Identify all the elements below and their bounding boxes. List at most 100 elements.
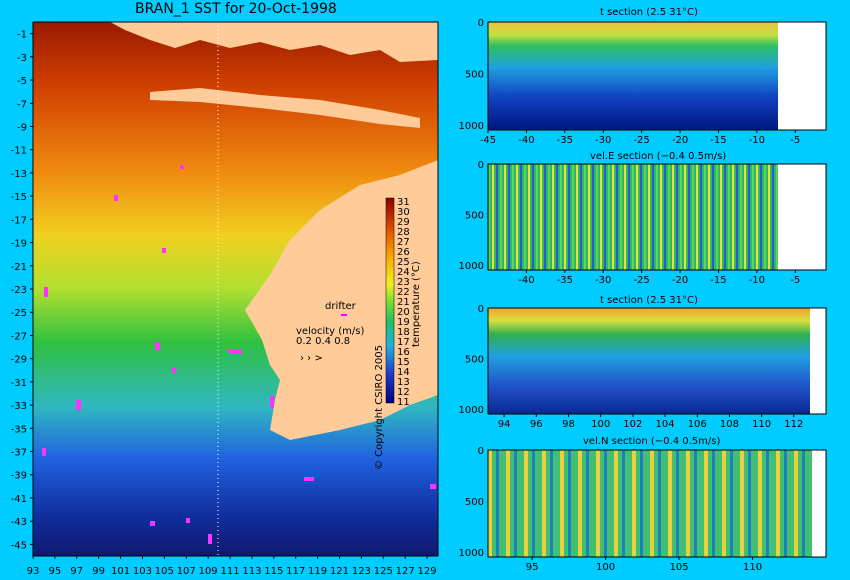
map-x-tick: 105 [155, 566, 174, 577]
colorbar-tick: 26 [397, 247, 410, 258]
colorbar-tick: 18 [397, 327, 410, 338]
tick-labels: 93 95 97 99 101 103 105 107 109 111 113 115 117 119 12… [11, 18, 804, 577]
colorbar-tick: 27 [397, 237, 410, 248]
map-y-tick: -35 [11, 424, 27, 435]
section-x-tick: 112 [784, 419, 803, 430]
colorbar [385, 197, 395, 404]
map-x-tick: 99 [92, 566, 105, 577]
colorbar-tick: 24 [397, 267, 410, 278]
colorbar-tick: 29 [397, 217, 410, 228]
velocity-label: velocity (m/s) [296, 326, 364, 337]
map-y-tick: -31 [11, 378, 27, 389]
map-y-tick: -7 [17, 99, 27, 110]
map-x-tick: 95 [49, 566, 62, 577]
section-y-tick: 0 [478, 446, 484, 457]
colorbar-tick: 21 [397, 297, 410, 308]
drifter-tracks [42, 165, 436, 544]
map-y-tick: -5 [17, 76, 27, 87]
section-x-tick: -5 [790, 135, 800, 146]
colorbar-tick: 12 [397, 387, 410, 398]
section-x-tick: -5 [790, 275, 800, 286]
section-x-tick: -20 [672, 275, 688, 286]
velocity-values: 0.2 0.4 0.8 [296, 336, 350, 347]
map-y-tick: -29 [11, 355, 27, 366]
map-x-tick: 93 [27, 566, 40, 577]
vele-section-lat-frame [487, 163, 827, 271]
map-x-tick: 121 [330, 566, 349, 577]
vele-section-lat-land [778, 164, 826, 270]
map-x-tick: 123 [352, 566, 371, 577]
section-x-tick: 102 [623, 419, 642, 430]
section-x-tick: -35 [557, 275, 573, 286]
section-y-tick: 1000 [459, 121, 484, 132]
colorbar-tick: 23 [397, 277, 410, 288]
colorbar-tick: 20 [397, 307, 410, 318]
section-x-tick: -45 [480, 135, 496, 146]
veln-section-lon-field [488, 450, 826, 557]
veln-section-lon-land [812, 450, 826, 557]
section-x-tick: -35 [557, 135, 573, 146]
land-indonesia [110, 22, 438, 62]
t-section-lon-frame [487, 307, 827, 415]
map-y-tick: -25 [11, 308, 27, 319]
t-section-lon-field [488, 308, 826, 414]
section-y-tick: 500 [465, 69, 484, 80]
map-x-tick: 107 [177, 566, 196, 577]
section-x-tick: -20 [672, 135, 688, 146]
section-x-tick: -25 [633, 275, 649, 286]
section-x-tick: -40 [518, 275, 534, 286]
map-y-tick: -9 [17, 122, 27, 133]
veln-section-lon-title: vel.N section (−0.4 0.5m/s) [583, 436, 720, 447]
section-y-tick: 1000 [459, 405, 484, 416]
colorbar-tick: 13 [397, 377, 410, 388]
section-x-tick: 110 [743, 562, 762, 573]
map-x-tick: 113 [242, 566, 261, 577]
map-x-tick: 117 [286, 566, 305, 577]
map-y-tick: -33 [11, 401, 27, 412]
map-x-tick: 109 [199, 566, 218, 577]
section-x-tick: 95 [526, 562, 539, 573]
t-section-lon-land [810, 308, 826, 414]
map-x-tick: 129 [418, 566, 437, 577]
section-x-tick: -30 [595, 275, 611, 286]
t-section-lat-field [488, 22, 826, 130]
colorbar-tick: 25 [397, 257, 410, 268]
map-y-tick: -15 [11, 192, 27, 203]
velocity-arrows: › › > [300, 353, 323, 364]
section-x-tick: -10 [749, 275, 765, 286]
t-section-lat-land [778, 22, 826, 130]
colorbar-tick: 19 [397, 317, 410, 328]
vele-section-lat-field [488, 164, 826, 270]
section-y-tick: 1000 [459, 261, 484, 272]
colorbar-tick: 14 [397, 367, 410, 378]
map-y-tick: -39 [11, 471, 27, 482]
colorbar-tick: 15 [397, 357, 410, 368]
map-x-tick: 103 [133, 566, 152, 577]
map-x-tick: 101 [111, 566, 130, 577]
section-x-tick: 94 [498, 419, 511, 430]
section-x-tick: 98 [562, 419, 575, 430]
map-y-tick: -23 [11, 285, 27, 296]
colorbar-tick: 28 [397, 227, 410, 238]
map-y-tick: -27 [11, 331, 27, 342]
veln-section-lon-frame [487, 449, 827, 558]
section-x-tick: 100 [591, 419, 610, 430]
map-y-tick: -11 [11, 146, 27, 157]
copyright: © Copyright CSIRO 2005 [374, 345, 385, 470]
section-x-tick: 110 [752, 419, 771, 430]
section-y-tick: 500 [465, 210, 484, 221]
section-x-tick: -25 [633, 135, 649, 146]
map-x-tick: 111 [220, 566, 239, 577]
map-y-tick: -1 [17, 30, 27, 41]
colorbar-tick: 17 [397, 337, 410, 348]
section-x-tick: -10 [749, 135, 765, 146]
section-x-tick: 108 [720, 419, 739, 430]
t-section-lat-frame [487, 21, 827, 131]
colorbar-tick: 22 [397, 287, 410, 298]
map-y-tick: -43 [11, 517, 27, 528]
section-x-tick: 96 [530, 419, 543, 430]
map-y-tick: -37 [11, 448, 27, 459]
map-y-tick: -13 [11, 169, 27, 180]
map-title: BRAN_1 SST for 20-Oct-1998 [135, 1, 337, 17]
